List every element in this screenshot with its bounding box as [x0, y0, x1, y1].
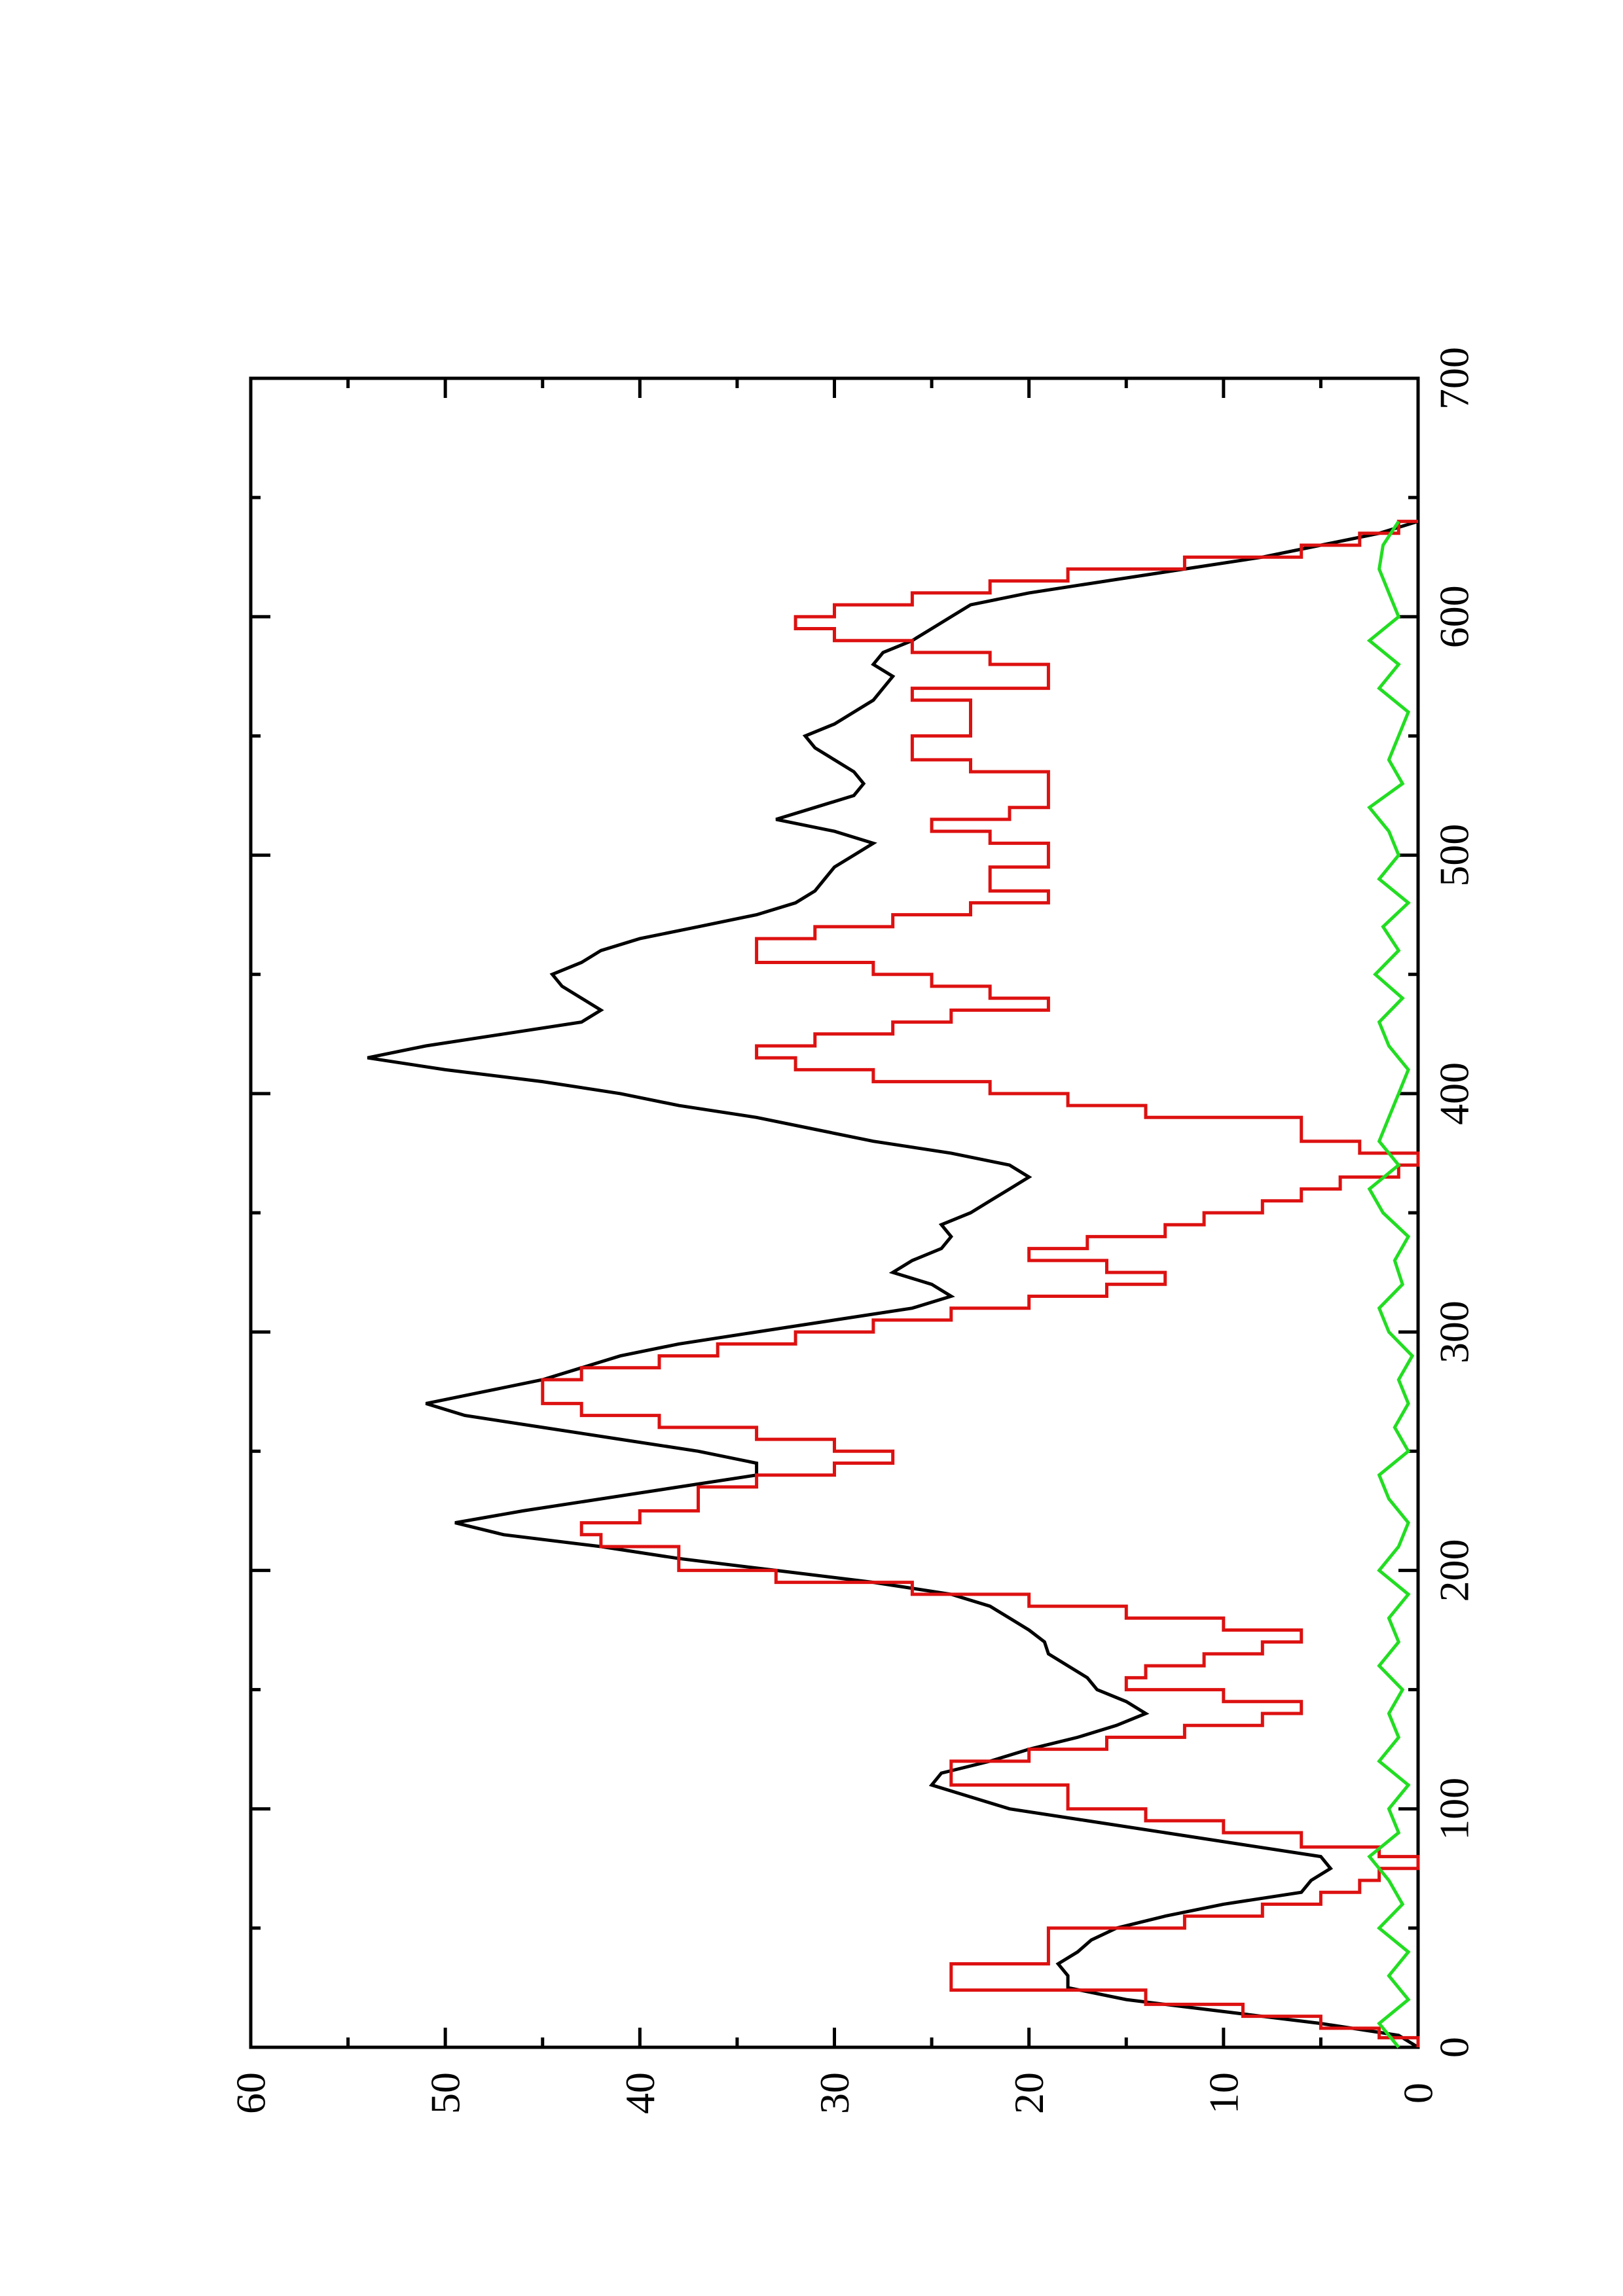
y-tick-label: 0	[1395, 2083, 1442, 2104]
y-tick-label: 50	[422, 2072, 469, 2114]
y-tick-label: 30	[811, 2072, 858, 2114]
series-line-3	[1366, 520, 1415, 2049]
x-tick-label: 0	[1431, 2037, 1478, 2058]
y-tick-label: 10	[1200, 2072, 1247, 2114]
y-tick-label: 40	[617, 2072, 663, 2114]
x-tick-label: 600	[1431, 585, 1478, 648]
series-line-2	[541, 520, 1420, 2047]
x-tick-label: 100	[1431, 1778, 1478, 1840]
axis-ticks	[249, 376, 1420, 2049]
x-tick-label: 700	[1431, 347, 1478, 410]
series-line-1	[367, 520, 1419, 2049]
x-tick-label: 400	[1431, 1062, 1478, 1125]
x-tick-label: 200	[1431, 1539, 1478, 1602]
x-tick-label: 300	[1431, 1300, 1478, 1363]
y-tick-label: 60	[228, 2072, 274, 2114]
data-series	[367, 520, 1420, 2049]
y-tick-label: 20	[1006, 2072, 1052, 2114]
tick-labels: 0 100 200 300 400 500 600 700 0 10 20 30 40 50 60	[228, 347, 1478, 2114]
x-tick-label: 500	[1431, 824, 1478, 887]
